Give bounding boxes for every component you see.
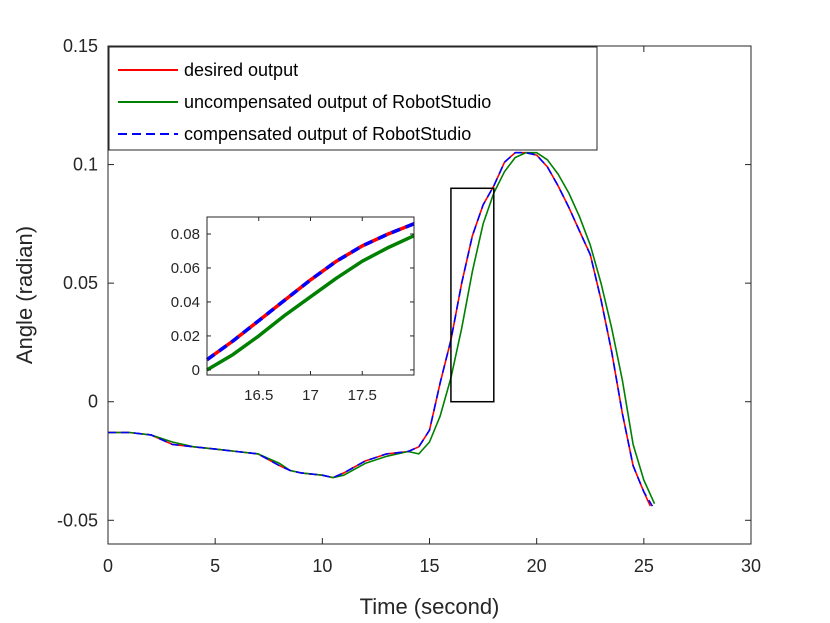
legend: desired output uncompensated output of Ro… xyxy=(108,46,598,151)
inset-y-tick-label: 0.08 xyxy=(171,226,200,243)
y-tick-label: -0.05 xyxy=(57,510,98,530)
legend-label: uncompensated output of RobotStudio xyxy=(184,92,491,112)
y-tick-label: 0.15 xyxy=(63,36,98,56)
inset-plot: 16.5 17 17.5 0 0.02 0.04 0.06 0.08 xyxy=(171,216,415,404)
inset-y-tick-label: 0 xyxy=(192,362,200,379)
inset-y-tick-label: 0.02 xyxy=(171,328,200,345)
inset-x-tick-label: 17.5 xyxy=(348,387,377,404)
legend-box xyxy=(108,46,598,151)
legend-label: compensated output of RobotStudio xyxy=(184,124,471,144)
y-tick-label: 0.05 xyxy=(63,273,98,293)
x-tick-label: 25 xyxy=(634,556,654,576)
x-axis-label: Time (second) xyxy=(360,594,500,619)
x-tick-label: 5 xyxy=(210,556,220,576)
inset-x-tick-label: 16.5 xyxy=(244,387,273,404)
x-tick-label: 20 xyxy=(527,556,547,576)
x-tick-label: 0 xyxy=(103,556,113,576)
inset-y-tick-label: 0.04 xyxy=(171,294,200,311)
x-tick-label: 30 xyxy=(741,556,761,576)
inset-series-line-uncompensated-output-of-robotstudio xyxy=(206,234,415,372)
x-tick-label: 10 xyxy=(312,556,332,576)
inset-series-line-compensated-output-of-robotstudio xyxy=(205,222,415,362)
zoom-box xyxy=(450,187,495,403)
series-line-uncompensated-output-of-robotstudio xyxy=(108,151,656,505)
inset-y-tick-label: 0.06 xyxy=(171,260,200,277)
y-tick-label: 0.1 xyxy=(73,155,98,175)
y-tick-label: 0 xyxy=(88,392,98,412)
series-line-compensated-output-of-robotstudio xyxy=(108,151,654,507)
y-axis-label: Angle (radian) xyxy=(12,226,37,364)
inset-x-tick-label: 17 xyxy=(302,387,319,404)
x-tick-label: 15 xyxy=(419,556,439,576)
legend-label: desired output xyxy=(184,60,298,80)
